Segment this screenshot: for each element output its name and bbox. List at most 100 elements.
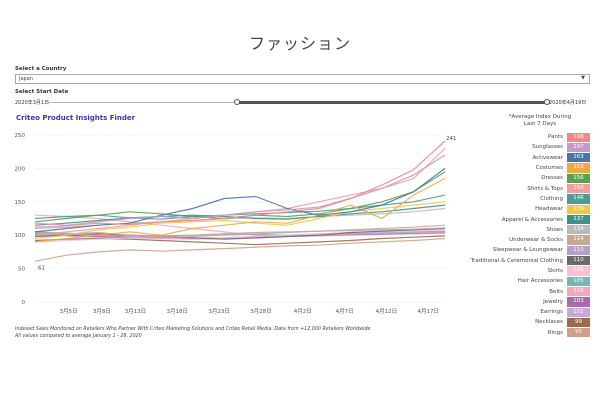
- x-tick-label: 4月2日: [294, 308, 312, 315]
- series-line: [34, 224, 446, 238]
- legend-item-value: 110: [567, 256, 590, 266]
- footnote: Indexed Sales Monitored on Retailers Who…: [15, 327, 370, 340]
- legend-item-value: 103: [567, 297, 590, 307]
- country-value: Japan: [19, 76, 33, 82]
- legend-item-value: 114: [567, 235, 590, 245]
- page-title: ファッション: [248, 34, 351, 53]
- legend-item-value: 99: [567, 317, 590, 328]
- legend-item-value: 198: [567, 132, 590, 142]
- legend-item-label: Costumes: [535, 165, 563, 172]
- start-date-value: 2020年3月1日: [15, 100, 50, 106]
- y-tick-label: 200: [15, 166, 26, 172]
- legend-item[interactable]: Rings 95: [420, 328, 590, 338]
- x-tick-label: 3月13日: [125, 308, 147, 315]
- legend-item-label: Dresses: [541, 175, 563, 182]
- legend-item[interactable]: Dresses 156: [420, 173, 590, 183]
- legend-item-label: Skirts: [547, 268, 564, 274]
- country-select[interactable]: Japan ▼: [15, 74, 590, 84]
- y-tick-label: 250: [15, 133, 26, 139]
- legend-item-value: 110: [567, 245, 590, 256]
- footnote-line1: Indexed Sales Monitored on Retailers Who…: [15, 327, 371, 332]
- legend-item[interactable]: Skirts 106: [420, 266, 590, 276]
- legend: Pants 198 Sunglasses 197 Activewear 163 Costum…: [420, 132, 590, 338]
- x-axis-ticks: 3月5日 3月8日 3月13日 3月18日 3月23日 3月28日 4月2日 4月7日 4月12…: [59, 308, 439, 315]
- chevron-down-icon: ▼: [581, 75, 585, 81]
- legend-item[interactable]: Headwear 139: [420, 204, 590, 214]
- legend-item-value: 139: [567, 204, 590, 214]
- legend-item-label: Pants: [548, 134, 563, 141]
- legend-item-value: 163: [567, 153, 590, 163]
- x-tick-label: 3月28日: [250, 308, 272, 315]
- legend-item-label: Hair Accessories: [517, 278, 563, 285]
- legend-item[interactable]: Belts 105: [420, 286, 590, 297]
- legend-item-value: 197: [567, 142, 590, 153]
- legend-item[interactable]: Clothing 146: [420, 194, 590, 204]
- legend-item-value: 102: [567, 307, 590, 317]
- legend-item-value: 105: [567, 276, 590, 286]
- legend-item-label: Earrings: [540, 309, 563, 316]
- legend-item-label: Sleepwear & Loungewear: [492, 247, 563, 254]
- legend-item-label: Clothing: [540, 195, 563, 202]
- y-tick-label: 150: [15, 200, 26, 206]
- legend-item[interactable]: Hair Accessories 105: [420, 276, 590, 286]
- legend-item[interactable]: Necklaces 99: [420, 317, 590, 328]
- legend-item-label: Belts: [549, 288, 563, 295]
- legend-item[interactable]: Traditional & Ceremonial Clothing 110: [420, 256, 590, 266]
- legend-item[interactable]: Underwear & Socks 114: [420, 235, 590, 245]
- legend-item-label: Shoes: [546, 226, 563, 233]
- legend-item-label: Rings: [547, 329, 563, 336]
- chart-title: Criteo Product Insights Finder: [16, 114, 136, 122]
- y-tick-label: 0: [22, 300, 26, 306]
- date-slider-start-handle[interactable]: [234, 99, 240, 105]
- annotation-label: 241: [446, 136, 457, 142]
- date-slider-track[interactable]: [49, 102, 237, 103]
- x-tick-label: 3月23日: [208, 308, 230, 315]
- legend-item[interactable]: Shirts & Tops 150: [420, 183, 590, 194]
- series-line: [34, 154, 446, 226]
- legend-item-value: 95: [567, 328, 590, 338]
- legend-item[interactable]: Shoes 134: [420, 225, 590, 235]
- x-tick-label: 4月12日: [376, 308, 398, 315]
- legend-item-label: Jewelry: [543, 298, 563, 305]
- date-slider-end-handle[interactable]: [544, 99, 550, 105]
- series-line: [34, 227, 446, 239]
- legend-title-line2: Last 7 Days: [523, 120, 557, 127]
- series-line: [34, 167, 446, 233]
- legend-item[interactable]: Pants 198: [420, 132, 590, 142]
- legend-item[interactable]: Earrings 102: [420, 307, 590, 317]
- legend-title: *Average Index During Last 7 Days: [490, 114, 590, 127]
- date-slider-range[interactable]: [237, 101, 548, 104]
- series-line: [34, 140, 446, 228]
- y-axis-ticks: 0 50 100 150 200 250: [15, 133, 26, 306]
- legend-item-value: 137: [567, 214, 590, 225]
- chart-series: [34, 140, 446, 262]
- start-date-label: Select Start Date: [15, 89, 69, 95]
- legend-item[interactable]: Sunglasses 197: [420, 142, 590, 153]
- x-tick-label: 4月7日: [336, 308, 354, 315]
- series-line: [34, 204, 446, 226]
- series-line: [34, 177, 446, 243]
- legend-item-value: 134: [567, 225, 590, 235]
- legend-item-value: 146: [567, 194, 590, 204]
- legend-item[interactable]: Apparel & Accessories 137: [420, 214, 590, 225]
- series-line: [34, 201, 446, 240]
- legend-title-line1: *Average Index During: [508, 114, 572, 120]
- legend-item-value: 106: [567, 266, 590, 276]
- end-date-value: 2020年4月19日: [549, 100, 587, 106]
- x-tick-label: 3月18日: [166, 308, 188, 315]
- legend-item[interactable]: Activewear 163: [420, 153, 590, 163]
- legend-item-value: 156: [567, 173, 590, 183]
- country-label: Select a Country: [15, 66, 67, 72]
- series-line: [34, 237, 446, 262]
- legend-item[interactable]: Jewelry 103: [420, 297, 590, 307]
- legend-item-value: 105: [567, 286, 590, 297]
- x-tick-label: 4月17日: [418, 308, 440, 315]
- chart-annotations: 241 61: [38, 136, 457, 271]
- legend-item-label: Necklaces: [535, 319, 563, 326]
- legend-item-label: Headwear: [535, 206, 563, 213]
- legend-item[interactable]: Costumes 162: [420, 163, 590, 173]
- footnote-line2: All values compared to average January 1…: [15, 333, 142, 339]
- legend-item-label: Apparel & Accessories: [501, 216, 563, 223]
- legend-item[interactable]: Sleepwear & Loungewear 110: [420, 245, 590, 256]
